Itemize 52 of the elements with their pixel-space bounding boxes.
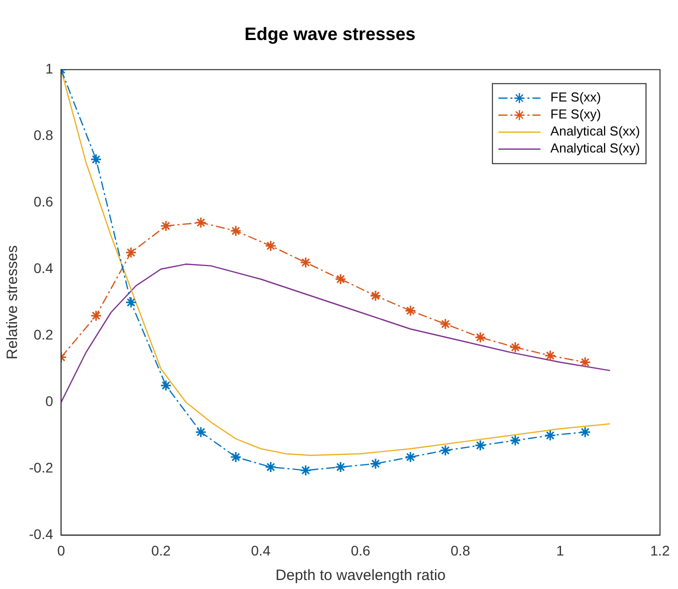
x-tick-label: 1 — [556, 542, 564, 558]
x-tick-label: 0.2 — [151, 542, 171, 558]
point — [404, 304, 416, 316]
point — [195, 216, 207, 228]
point — [125, 246, 137, 258]
point — [544, 430, 556, 442]
x-tick-label: 0.6 — [350, 542, 371, 558]
y-axis-title: Relative stresses — [4, 245, 22, 360]
y-tick-label: 0 — [45, 393, 54, 410]
y-tick-label: 1 — [45, 60, 54, 76]
y-tick-label: -0.4 — [29, 526, 54, 542]
x-tick-label: 1.2 — [650, 542, 670, 558]
point — [510, 434, 522, 446]
point — [579, 426, 591, 438]
point — [579, 356, 591, 368]
y-tick-label: 0.4 — [34, 260, 54, 276]
point — [404, 451, 416, 463]
point — [160, 220, 172, 232]
legend-label: Analytical S(xy) — [550, 140, 640, 156]
x-axis-title: Depth to wavelength ratio — [276, 567, 446, 584]
point — [440, 318, 452, 330]
point — [370, 290, 382, 302]
point — [474, 332, 486, 344]
point — [300, 464, 312, 476]
point — [90, 154, 102, 166]
y-tick-label: -0.2 — [29, 460, 54, 476]
point — [230, 451, 242, 463]
chart-title: Edge wave stresses — [244, 24, 416, 44]
point — [90, 310, 102, 322]
x-tick-label: 0.8 — [450, 542, 470, 558]
point — [334, 461, 346, 473]
point — [370, 458, 382, 470]
point — [230, 225, 242, 237]
legend-label: Analytical S(xx) — [550, 124, 640, 139]
point — [195, 426, 207, 438]
y-tick-label: 0.2 — [34, 326, 54, 343]
point — [125, 296, 137, 308]
point — [510, 342, 522, 354]
legend-label: FE S(xx) — [550, 90, 601, 105]
y-tick-label: 0.6 — [34, 193, 54, 210]
y-tick-label: 0.8 — [34, 126, 54, 143]
point — [160, 380, 172, 392]
point — [334, 273, 346, 285]
x-tick-label: 0.4 — [251, 542, 271, 558]
point — [264, 240, 276, 252]
point — [264, 461, 276, 473]
x-tick-label: 0 — [57, 542, 66, 558]
point — [440, 444, 452, 456]
point — [474, 440, 486, 452]
legend-label: FE S(xy) — [550, 106, 601, 122]
point — [544, 350, 556, 362]
point — [300, 256, 312, 268]
